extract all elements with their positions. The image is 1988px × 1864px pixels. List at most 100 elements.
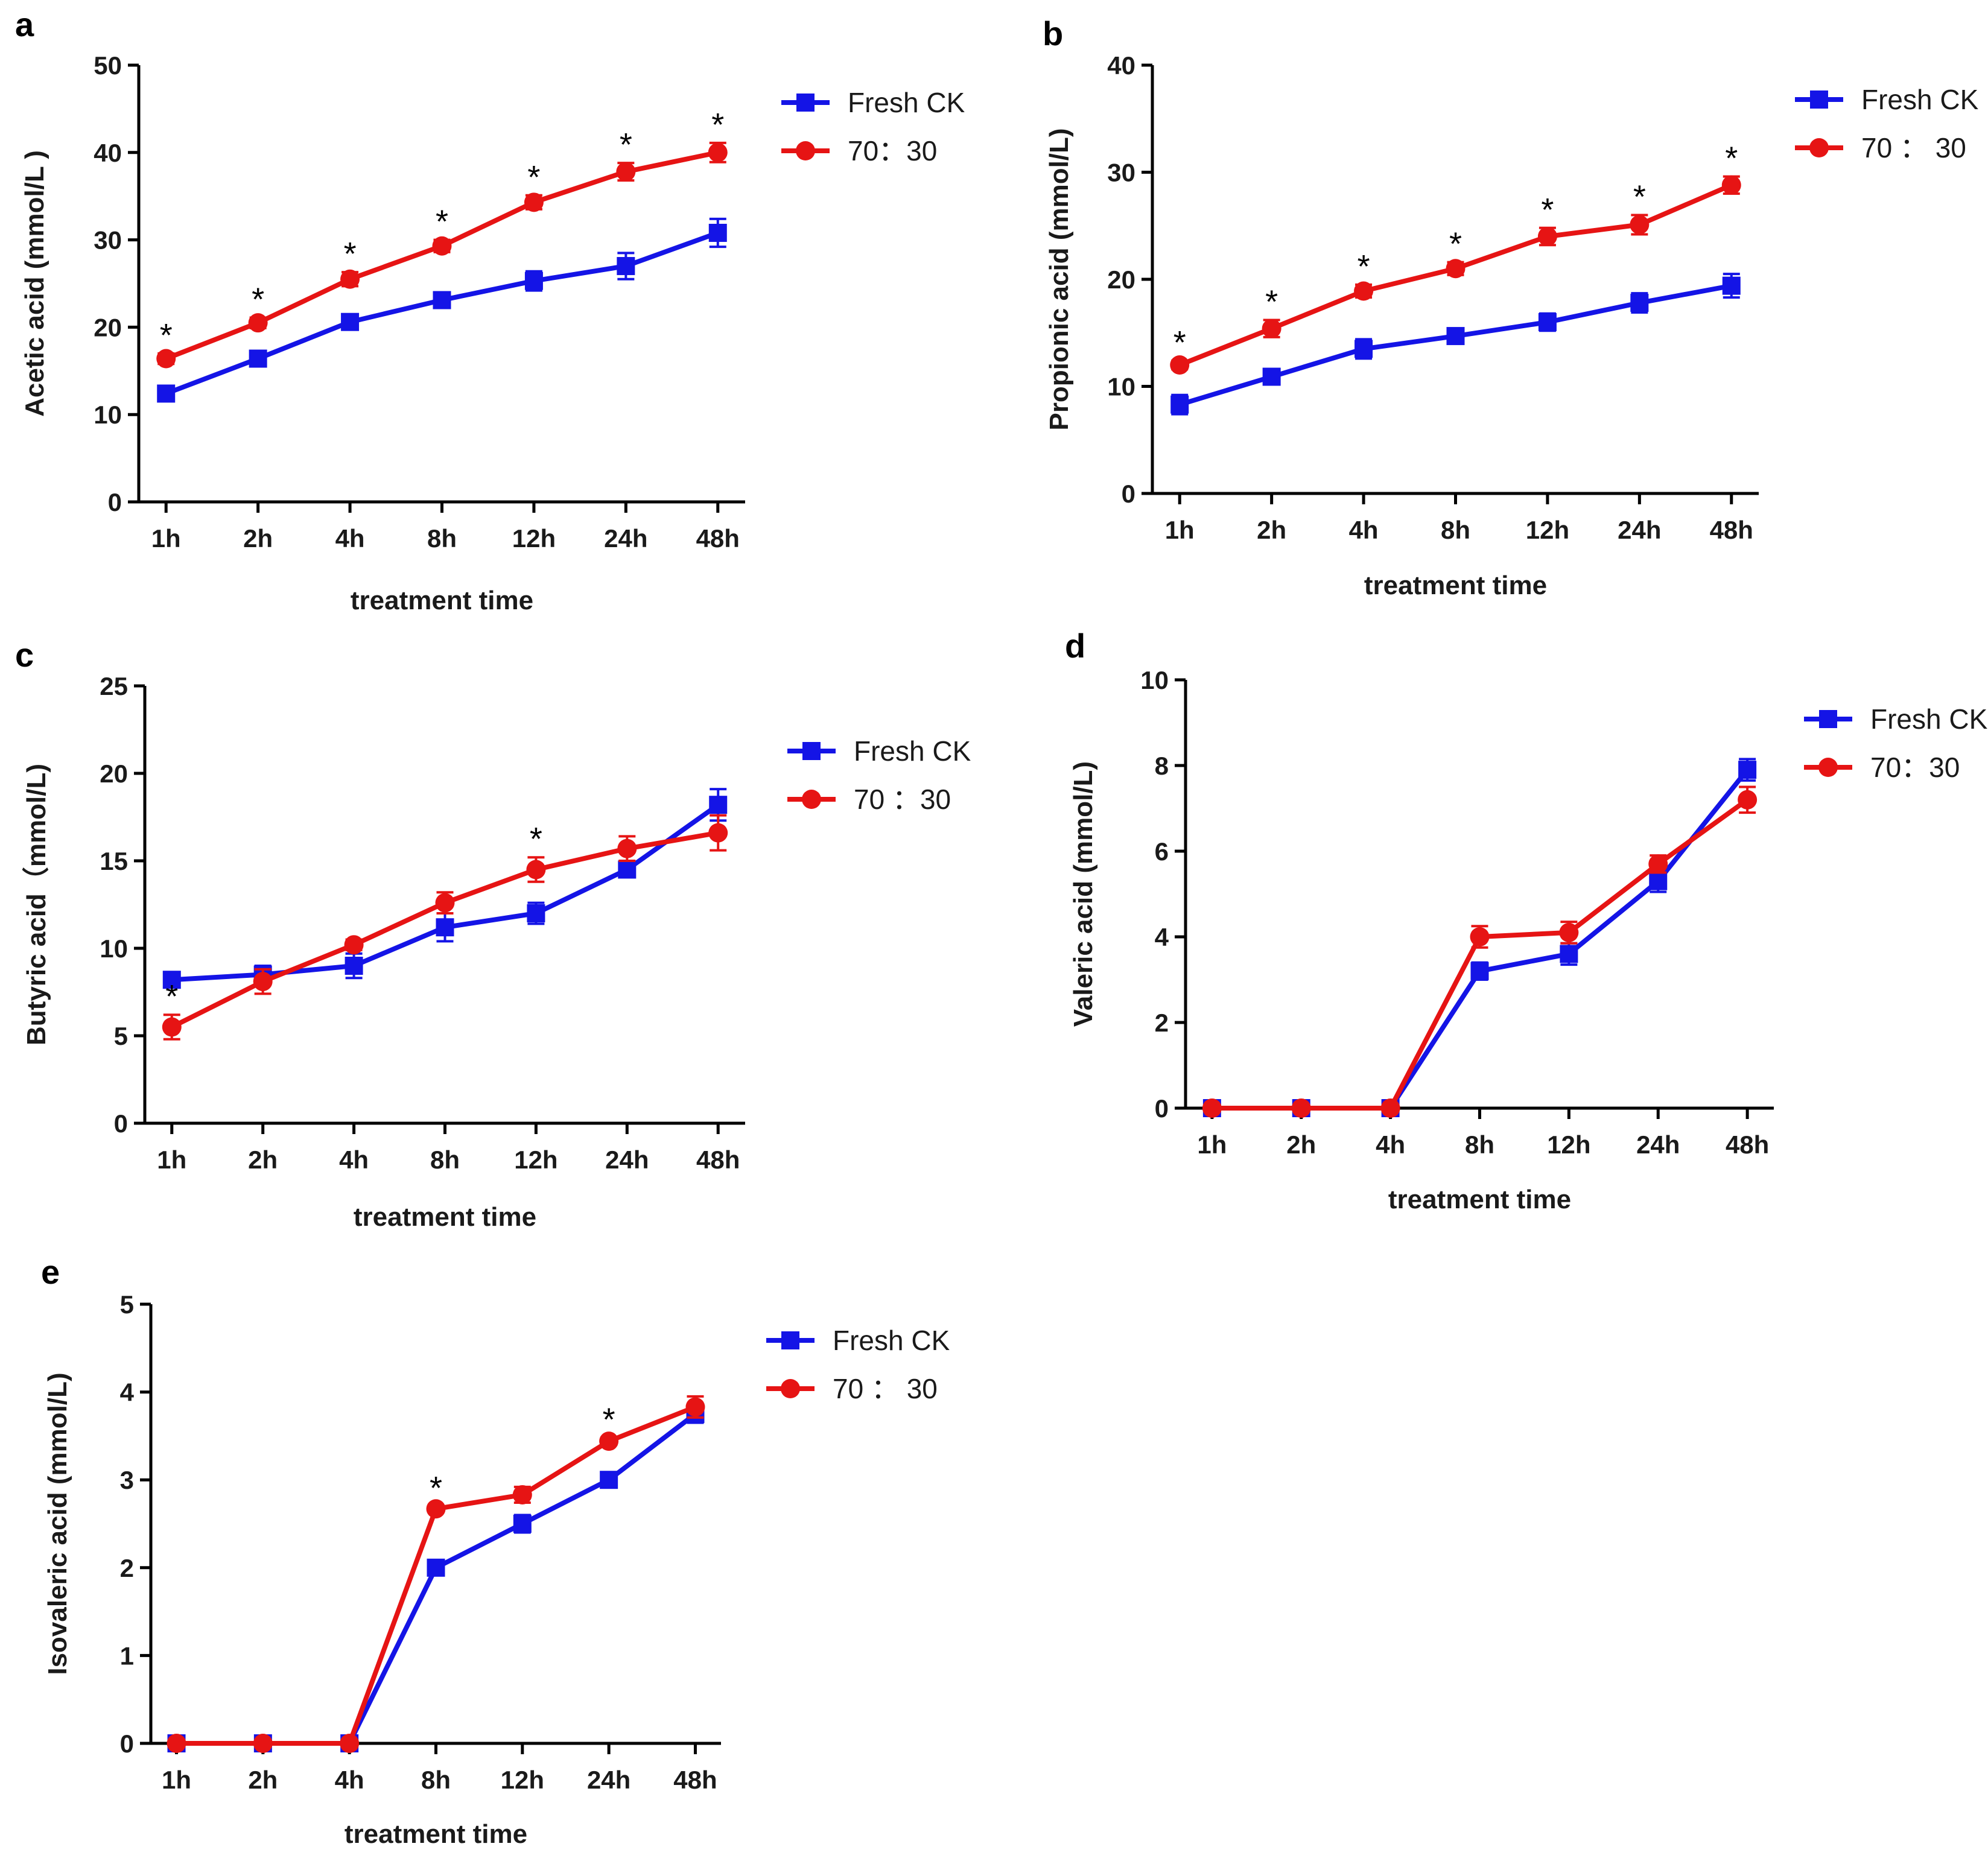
data-point-square (600, 1471, 618, 1489)
significance-star: * (344, 236, 357, 272)
x-tick-label: 48h (696, 1146, 740, 1174)
y-tick-label: 10 (100, 934, 128, 963)
significance-star: * (430, 1470, 442, 1506)
series-line (165, 230, 719, 396)
data-point-circle (1380, 1098, 1400, 1118)
x-tick-label: 8h (421, 1766, 451, 1794)
x-tick-label: 2h (1257, 516, 1286, 544)
data-point-square (617, 257, 635, 276)
data-point-circle (253, 1734, 273, 1753)
x-tick-label: 4h (1349, 516, 1379, 544)
x-tick-label: 4h (335, 1766, 364, 1794)
panel-letter: e (41, 1253, 60, 1291)
panel-letter: a (15, 5, 34, 43)
data-point-square (1470, 962, 1489, 980)
y-tick-label: 25 (100, 672, 128, 700)
data-point-square (513, 1515, 532, 1533)
legend-marker-circle (1809, 138, 1829, 157)
legend-label: 70 ： 30 (1861, 132, 1966, 163)
x-tick-label: 24h (1636, 1130, 1680, 1159)
y-tick-label: 50 (94, 51, 122, 80)
x-axis-title: treatment time (1388, 1185, 1571, 1214)
x-tick-label: 48h (673, 1766, 717, 1794)
data-point-circle (340, 269, 360, 289)
panel-a-chart: a 0 10 20 30 40 50 1h 2h 4h 8h 12h 24h 48h treatment t… (15, 5, 965, 615)
data-point-square (1560, 945, 1578, 963)
y-tick-label: 5 (120, 1290, 134, 1319)
x-axis-title: treatment time (351, 586, 533, 615)
data-point-circle (599, 1431, 619, 1451)
x-tick-label: 48h (696, 524, 740, 553)
panel-c-chart: c 0 5 10 15 20 25 1h 2h 4h 8h 12h 24h 48h treatment ti… (15, 636, 971, 1232)
data-point-circle (685, 1397, 705, 1417)
significance-star: * (527, 159, 540, 195)
data-point-circle (432, 236, 452, 256)
data-point-square (708, 224, 727, 243)
y-tick-label: 2 (120, 1554, 134, 1582)
y-tick-label: 15 (100, 847, 128, 875)
significance-star: * (620, 127, 632, 163)
y-tick-label: 40 (94, 139, 122, 167)
y-tick-label: 5 (114, 1022, 128, 1050)
legend-label: 70 ： 30 (833, 1373, 938, 1404)
data-point-circle (512, 1485, 532, 1504)
data-point-circle (435, 893, 455, 913)
series-line (176, 1412, 697, 1746)
y-tick-label: 0 (114, 1109, 128, 1138)
data-point-circle (1202, 1098, 1222, 1118)
y-tick-label: 20 (100, 759, 128, 788)
data-point-square (1630, 294, 1649, 312)
x-axis-title: treatment time (345, 1819, 527, 1849)
significance-star: * (711, 107, 724, 143)
data-point-circle (708, 823, 728, 843)
data-point-square (1738, 761, 1757, 779)
data-point-circle (1354, 281, 1374, 301)
significance-star: * (165, 978, 178, 1015)
legend-marker-square (1819, 710, 1837, 728)
data-point-circle (162, 1017, 182, 1037)
legend-label: 70：30 (848, 135, 937, 166)
series-line (1212, 797, 1749, 1111)
legend-label: Fresh CK (1861, 84, 1979, 115)
legend-marker-circle (802, 790, 821, 809)
significance-star: * (1173, 325, 1186, 361)
y-axis-title: Butyric acid（mmol/L) (22, 764, 51, 1045)
data-point-square (433, 291, 451, 309)
y-tick-label: 2 (1155, 1009, 1169, 1037)
legend-marker-circle (781, 1379, 800, 1398)
x-tick-label: 24h (604, 524, 647, 553)
x-tick-label: 8h (430, 1146, 460, 1174)
x-tick-label: 1h (1197, 1130, 1227, 1159)
legend-label: 70 ：30 (854, 784, 951, 815)
data-point-circle (617, 838, 637, 858)
y-tick-label: 3 (120, 1466, 134, 1494)
legend-label: Fresh CK (1870, 703, 1988, 735)
significance-star: * (252, 281, 264, 317)
y-tick-label: 10 (94, 401, 122, 429)
x-tick-label: 12h (501, 1766, 544, 1794)
data-point-circle (167, 1734, 186, 1753)
y-tick-label: 0 (1155, 1094, 1169, 1123)
data-point-square (427, 1558, 445, 1577)
x-tick-label: 48h (1710, 516, 1753, 544)
data-point-square (249, 349, 267, 368)
x-axis-title: treatment time (1364, 571, 1547, 600)
data-point-circle (156, 349, 176, 369)
data-point-square (1538, 313, 1557, 331)
data-point-circle (1721, 175, 1741, 195)
y-tick-label: 20 (1107, 265, 1135, 294)
y-axis-title: Isovaleric acid (mmol/L) (43, 1372, 72, 1675)
y-tick-label: 4 (120, 1378, 135, 1407)
series-line (1179, 283, 1732, 407)
x-tick-label: 24h (587, 1766, 630, 1794)
data-point-circle (1537, 227, 1557, 246)
y-tick-label: 40 (1107, 51, 1135, 80)
data-point-circle (340, 1734, 360, 1753)
significance-star: * (603, 1401, 615, 1438)
x-tick-label: 1h (162, 1766, 191, 1794)
data-point-circle (708, 142, 728, 162)
legend-label: Fresh CK (848, 87, 965, 118)
y-tick-label: 8 (1155, 752, 1169, 780)
y-tick-label: 0 (108, 488, 122, 516)
